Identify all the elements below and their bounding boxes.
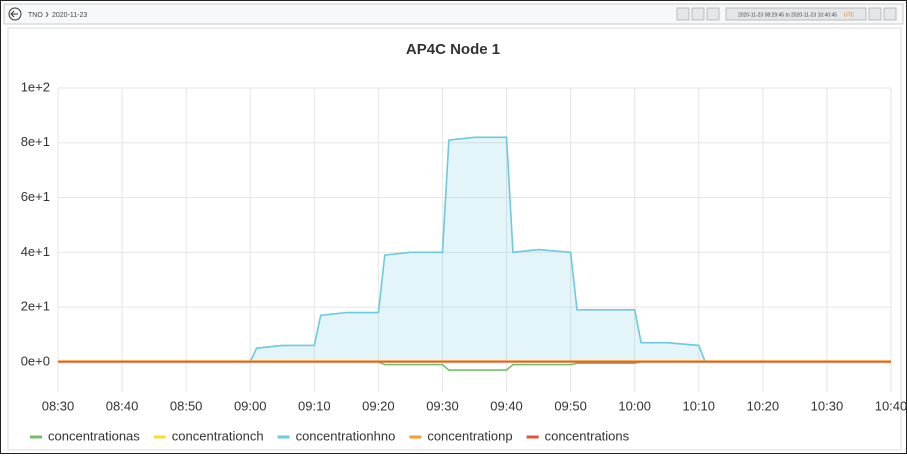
x-tick-label: 10:40 <box>875 398 907 413</box>
x-tick-label: 08:50 <box>170 398 203 413</box>
x-tick-label: 09:40 <box>490 398 523 413</box>
x-tick-label: 10:10 <box>682 398 715 413</box>
x-tick-label: 10:30 <box>811 398 844 413</box>
x-tick-label: 09:00 <box>234 398 267 413</box>
legend-label: concentrationas <box>48 428 140 443</box>
y-tick-label: 8e+1 <box>21 134 50 149</box>
time-picker[interactable] <box>725 7 867 21</box>
legend-label: concentrations <box>545 428 630 443</box>
x-tick-label: 09:10 <box>298 398 331 413</box>
back-button[interactable] <box>8 7 22 21</box>
panel <box>7 27 902 451</box>
y-tick-label: 1e+2 <box>21 79 50 94</box>
x-tick-label: 08:30 <box>42 398 75 413</box>
y-tick-label: 6e+1 <box>21 189 50 204</box>
area <box>58 137 891 362</box>
separator <box>45 11 49 18</box>
legend-label: concentrationhno <box>296 428 396 443</box>
button[interactable] <box>676 7 690 21</box>
button[interactable] <box>706 7 720 21</box>
x-tick-label: 10:00 <box>618 398 651 413</box>
x-tick-label: 08:40 <box>106 398 139 413</box>
y-tick-label: 4e+1 <box>21 244 50 259</box>
legend-label: concentrationp <box>427 428 512 443</box>
y-tick-label: 2e+1 <box>21 299 50 314</box>
breadcrumb[interactable]: 2020-11-23 <box>52 12 87 19</box>
x-tick-label: 10:20 <box>747 398 780 413</box>
back-icon <box>10 10 18 18</box>
breadcrumb[interactable]: TNO <box>28 12 43 19</box>
refresh-button[interactable] <box>883 7 897 21</box>
line <box>58 136 891 363</box>
x-tick-label: 09:50 <box>554 398 587 413</box>
x-tick-label: 09:30 <box>426 398 459 413</box>
x-tick-label: 09:20 <box>362 398 395 413</box>
y-tick-label: 0e+0 <box>21 353 50 368</box>
zoom-button[interactable] <box>868 7 882 21</box>
time-range: 2020-11-23 08:29:45 to 2020-11-23 10:40:… <box>738 12 837 18</box>
timezone: UTC <box>844 12 855 18</box>
chart-title: AP4C Node 1 <box>406 41 500 58</box>
button[interactable] <box>691 7 705 21</box>
legend-label: concentrationch <box>172 428 264 443</box>
